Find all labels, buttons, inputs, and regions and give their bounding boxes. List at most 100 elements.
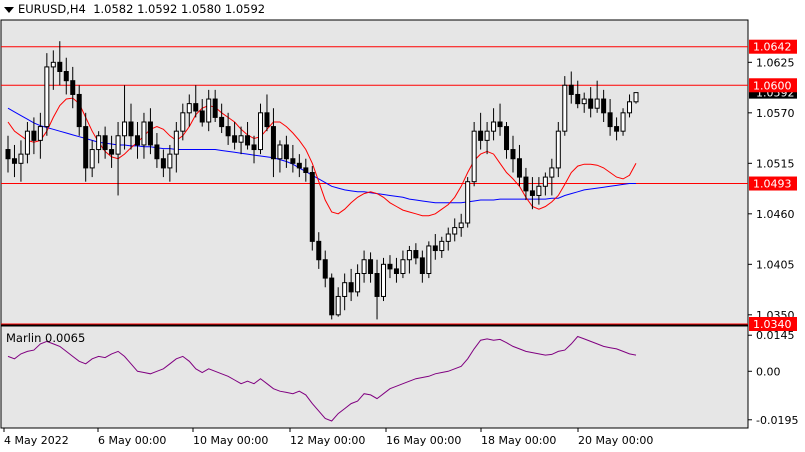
candle-bear [270, 126, 276, 160]
candle-bull [206, 98, 212, 123]
candle-bear [419, 257, 425, 274]
candle-bear [57, 61, 63, 72]
candle-bull [465, 181, 471, 224]
candle-bear [516, 158, 522, 178]
candle-bear [70, 80, 76, 95]
time-axis: 4 May 2022 6 May 00:00 10 May 00:00 12 May … [3, 428, 653, 447]
candle-bear [497, 121, 503, 128]
candle-bull [277, 144, 283, 160]
candle-bull [536, 185, 542, 196]
candle-bull [50, 61, 56, 68]
price-axis: 1.06251.05701.05151.04601.04051.03501.05… [748, 39, 797, 331]
candle-bear [393, 268, 399, 274]
candle-bull [439, 240, 445, 252]
candle-bear [212, 98, 218, 118]
candle-bear [76, 93, 82, 128]
candle-bull [627, 101, 633, 114]
ma-fast-line [7, 97, 637, 217]
candle-bear [303, 167, 309, 173]
candle-bear [290, 158, 296, 164]
candle-bull [96, 135, 102, 151]
candle-bear [413, 250, 419, 259]
y-tick-label: 1.0625 [756, 56, 795, 69]
candle-bear [160, 158, 166, 169]
candle-bear [348, 282, 354, 293]
level-label: 1.0642 [753, 41, 792, 54]
candle-bear [128, 121, 134, 137]
candle-bear [529, 190, 535, 196]
level-label: 1.0340 [753, 318, 792, 331]
candle-bull [620, 112, 626, 132]
indicator-panel [0, 325, 749, 429]
candle-bull [594, 98, 600, 109]
candle-bull [458, 222, 464, 229]
level-label: 1.0600 [753, 79, 792, 92]
candle-bear [368, 259, 374, 274]
candle-bull [44, 66, 50, 128]
ind-tick-label: -0.0195 [756, 414, 798, 427]
candle-bear [134, 135, 140, 146]
x-tick-label: 16 May 00:00 [386, 434, 461, 447]
candle-bull [18, 153, 24, 164]
x-tick-label: 4 May 2022 [4, 434, 69, 447]
candle-bull [186, 103, 192, 114]
candle-bull [355, 273, 361, 293]
y-tick-label: 1.0405 [756, 258, 795, 271]
candle-bear [154, 144, 160, 160]
candle-bull [491, 121, 497, 132]
candle-bull [426, 245, 432, 274]
candle-bear [83, 126, 89, 169]
x-tick-label: 12 May 00:00 [290, 434, 365, 447]
chart-header: EURUSD,H4 1.0582 1.0592 1.0580 1.0592 [4, 2, 265, 16]
candle-bear [374, 273, 380, 297]
candle-bear [588, 98, 594, 109]
candle-bear [199, 110, 205, 123]
candle-bear [607, 112, 613, 128]
candle-bull [122, 121, 128, 137]
x-tick-label: 10 May 00:00 [193, 434, 268, 447]
x-tick-label: 20 May 00:00 [578, 434, 653, 447]
candle-bull [633, 92, 639, 103]
candle-bear [283, 144, 289, 160]
level-label-box [749, 317, 797, 331]
candle-bear [31, 130, 37, 141]
x-tick-label: 6 May 00:00 [98, 434, 166, 447]
candle-bull [406, 250, 412, 261]
candle-bear [504, 126, 510, 151]
candle-bear [309, 172, 315, 242]
candles [5, 41, 639, 320]
main-panel [0, 19, 749, 326]
level-label-box [749, 39, 797, 54]
candle-bear [63, 71, 69, 82]
candle-bull [238, 135, 244, 143]
chevron-down-icon[interactable] [4, 6, 14, 13]
marlin-line [7, 335, 637, 422]
candle-bear [193, 103, 199, 112]
ma-slow-line [7, 107, 636, 204]
x-tick-label: 18 May 00:00 [481, 434, 556, 447]
candle-bull [542, 176, 548, 187]
candle-bear [510, 149, 516, 160]
candle-bear [575, 93, 581, 105]
candle-bear [264, 112, 270, 128]
candle-bear [219, 116, 225, 128]
candle-bull [400, 259, 406, 274]
candle-bull [24, 130, 30, 155]
candle-bull [257, 112, 263, 151]
level-label: 1.0493 [753, 178, 792, 191]
candle-bull [581, 98, 587, 105]
y-tick-label: 1.0515 [756, 157, 795, 170]
level-label-box [749, 176, 797, 191]
level-lines [1, 46, 748, 325]
ohlc-values: 1.0582 1.0592 1.0580 1.0592 [93, 2, 266, 16]
candle-bear [614, 126, 620, 132]
candle-bear [322, 259, 328, 279]
marlin-indicator: 0.0145 0.00 -0.0195 [7, 329, 798, 427]
candle-bull [89, 149, 95, 169]
candle-bear [296, 162, 302, 169]
candle-bear [601, 98, 607, 114]
candle-bear [387, 263, 393, 270]
candle-bear [523, 176, 529, 192]
candle-bull [445, 233, 451, 242]
